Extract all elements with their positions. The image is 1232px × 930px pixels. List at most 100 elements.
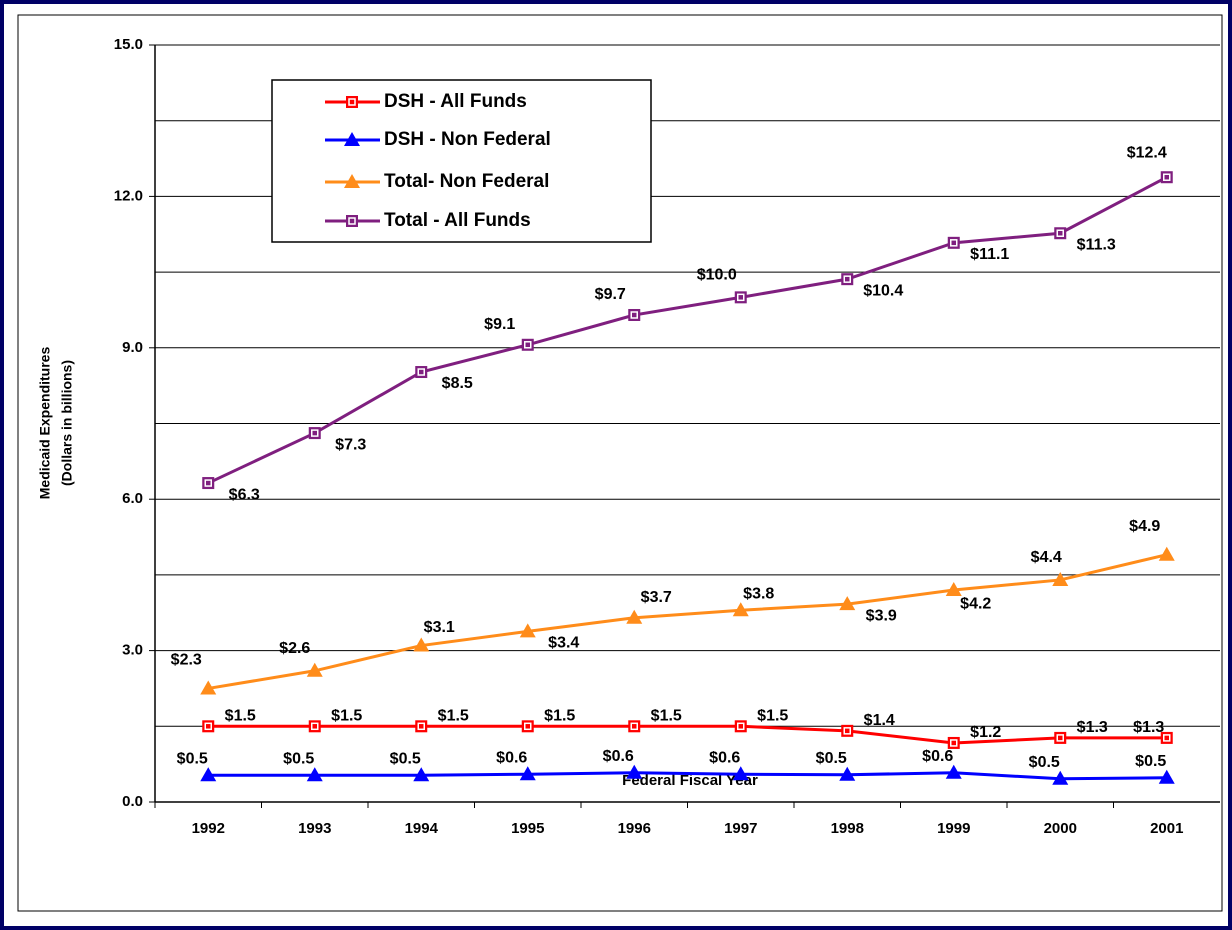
marker (200, 767, 217, 782)
data-label: $3.8 (743, 585, 774, 602)
data-label: $1.5 (651, 708, 682, 725)
marker-outer (308, 720, 321, 733)
marker (306, 662, 323, 677)
data-label: $1.2 (970, 724, 1001, 741)
marker (628, 308, 641, 321)
legend-label: Total - All Funds (384, 210, 531, 231)
data-label: $0.6 (922, 748, 953, 765)
marker (202, 720, 215, 733)
x-tick-label: 1995 (511, 820, 544, 837)
x-tick-label: 1997 (724, 820, 757, 837)
marker (947, 236, 960, 249)
y-tick-label: 0.0 (122, 793, 143, 810)
marker (202, 477, 215, 490)
data-label: $1.5 (544, 708, 575, 725)
data-label: $1.5 (225, 708, 256, 725)
marker-outer (415, 366, 428, 379)
marker-outer (346, 96, 358, 108)
x-tick-label: 1998 (831, 820, 864, 837)
data-label: $0.5 (1029, 754, 1060, 771)
marker-outer (521, 720, 534, 733)
marker-outer (841, 724, 854, 737)
series-line (207, 175, 1168, 485)
marker-inner (1056, 229, 1064, 237)
marker (1054, 227, 1067, 240)
marker-inner (1056, 734, 1064, 742)
data-label: $1.5 (757, 708, 788, 725)
data-label: $1.5 (438, 708, 469, 725)
y-axis-label: (Dollars in billions) (59, 360, 75, 486)
marker-outer (841, 273, 854, 286)
data-label: $2.6 (279, 640, 310, 657)
marker (308, 427, 321, 440)
y-tick-label: 15.0 (114, 36, 143, 53)
x-tick-label: 2001 (1150, 820, 1183, 837)
y-tick-label: 12.0 (114, 187, 143, 204)
legend-box (271, 79, 652, 243)
data-label: $0.5 (816, 750, 847, 767)
legend-label: Total- Non Federal (384, 171, 549, 192)
data-label: $4.9 (1129, 518, 1160, 535)
series-line (208, 553, 1168, 690)
marker (415, 720, 428, 733)
marker-inner (1163, 734, 1171, 742)
data-label: $12.4 (1127, 144, 1167, 161)
data-label: $10.0 (697, 267, 737, 284)
marker-inner (417, 368, 425, 376)
data-label: $11.3 (1077, 236, 1116, 253)
data-label: $0.6 (496, 749, 527, 766)
marker (1158, 769, 1175, 784)
marker (626, 609, 643, 624)
data-label: $4.2 (960, 595, 991, 612)
x-axis-label: Federal Fiscal Year (622, 772, 758, 789)
marker (200, 680, 217, 695)
x-tick-label: 1992 (192, 820, 225, 837)
data-label: $0.5 (283, 750, 314, 767)
marker (839, 596, 856, 611)
marker (841, 724, 854, 737)
marker-inner (737, 722, 745, 731)
marker (346, 96, 358, 108)
marker-inner (737, 293, 745, 302)
marker-outer (308, 427, 321, 440)
marker (1052, 770, 1069, 785)
data-label: $11.1 (970, 246, 1009, 263)
marker-inner (524, 341, 532, 349)
marker-inner (843, 727, 851, 735)
legend-label: DSH - All Funds (384, 91, 527, 112)
marker-inner (311, 722, 319, 731)
marker-inner (204, 479, 212, 487)
data-label: $1.5 (331, 708, 362, 725)
marker (1160, 731, 1173, 744)
data-label: $3.1 (424, 619, 455, 636)
marker-inner (630, 722, 638, 731)
marker-outer (734, 291, 747, 304)
data-label: $6.3 (229, 486, 260, 503)
marker (306, 767, 323, 782)
x-tick-label: 2000 (1044, 820, 1077, 837)
data-label: $0.6 (709, 749, 740, 766)
marker-inner (950, 739, 958, 747)
marker (1052, 571, 1069, 586)
series-line (208, 771, 1167, 781)
data-label: $1.3 (1077, 719, 1108, 736)
marker-inner (843, 275, 851, 283)
marker (945, 582, 962, 597)
marker-inner (1163, 173, 1171, 181)
marker (1158, 546, 1175, 561)
y-tick-label: 6.0 (122, 490, 143, 507)
marker-outer (202, 477, 215, 490)
marker (415, 366, 428, 379)
data-label: $4.4 (1031, 549, 1062, 566)
x-tick-label: 1993 (298, 820, 331, 837)
data-label: $0.5 (1135, 753, 1166, 770)
marker-inner (348, 217, 356, 225)
marker (521, 720, 534, 733)
marker (732, 766, 749, 781)
y-axis-label: Medicaid Expenditures (37, 347, 53, 500)
data-label: $8.5 (442, 375, 473, 392)
y-tick-label: 3.0 (122, 642, 143, 659)
y-tick-label: 9.0 (122, 339, 143, 356)
marker-inner (348, 98, 356, 106)
